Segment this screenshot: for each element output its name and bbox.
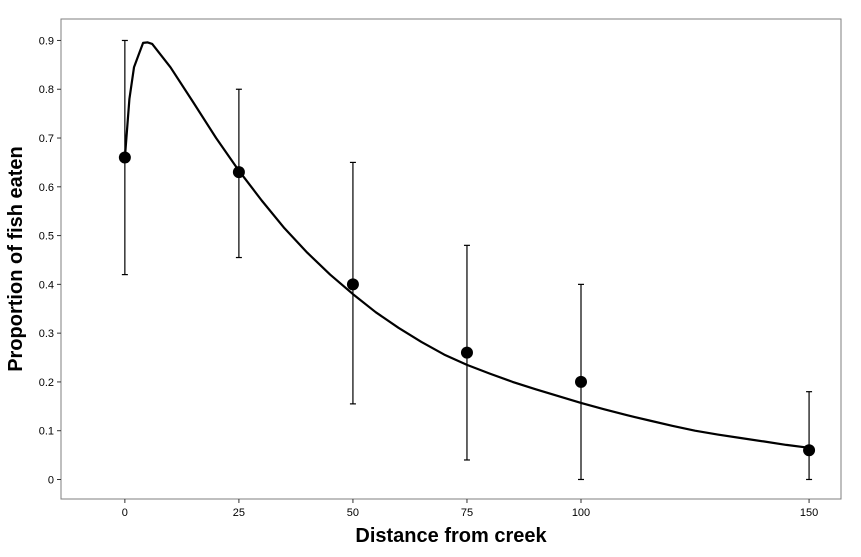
- x-tick-label: 50: [347, 507, 359, 519]
- x-tick-label: 0: [122, 507, 128, 519]
- y-tick-label: 0.7: [39, 133, 54, 145]
- data-point: [460, 346, 473, 359]
- data-point: [346, 278, 359, 291]
- y-tick-label: 0.3: [39, 328, 54, 340]
- y-tick-label: 0.4: [39, 279, 54, 291]
- x-tick-label: 25: [233, 507, 245, 519]
- y-tick-label: 0.8: [39, 84, 54, 96]
- y-tick-label: 0.2: [39, 377, 54, 389]
- y-tick-label: 0.5: [39, 231, 54, 243]
- x-axis: 0 25 50 75 100 150: [122, 499, 818, 519]
- data-points: [118, 151, 816, 457]
- data-point: [575, 375, 587, 388]
- data-point: [803, 444, 816, 457]
- x-tick-label: 75: [461, 507, 473, 519]
- fitted-curve: [123, 41, 810, 449]
- y-tick-label: 0.6: [39, 182, 54, 194]
- data-point: [118, 151, 131, 164]
- x-tick-label: 100: [572, 507, 590, 519]
- x-axis-title: Distance from creek: [355, 525, 547, 547]
- y-tick-label: 0.9: [39, 35, 54, 47]
- y-tick-label: 0.1: [39, 426, 54, 438]
- data-point: [232, 166, 245, 179]
- plot-panel: [60, 18, 842, 500]
- y-axis: 0 0.1 0.2 0.3 0.4 0.5 0.6 0.7 0.8 0.9: [39, 35, 61, 486]
- y-axis-title: Proportion of fish eaten: [5, 146, 27, 372]
- y-tick-label: 0: [48, 474, 54, 486]
- error-bar: [806, 391, 813, 481]
- x-tick-label: 150: [800, 507, 818, 519]
